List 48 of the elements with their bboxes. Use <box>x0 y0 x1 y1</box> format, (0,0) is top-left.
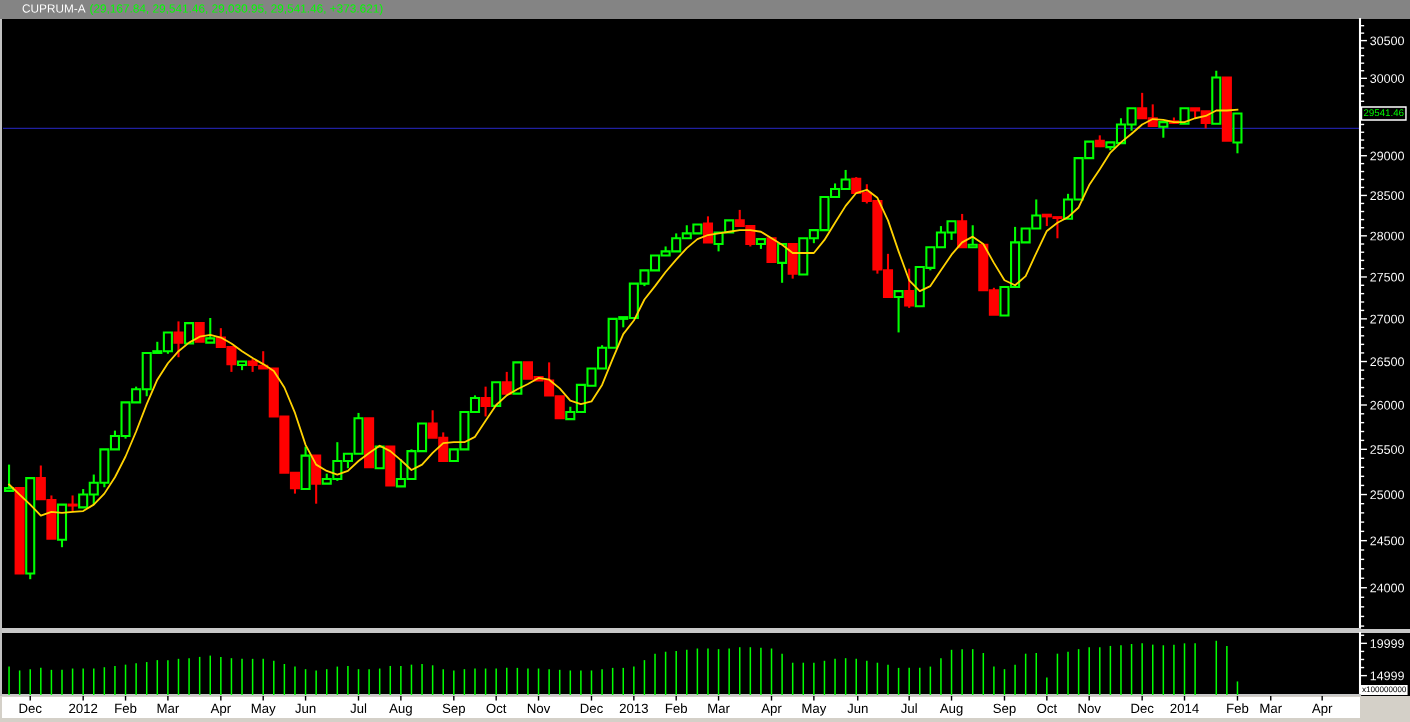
x-tick-label: Jun <box>847 703 868 714</box>
x-tick-label: May <box>251 703 276 716</box>
x-tick-label: Nov <box>1078 703 1101 714</box>
y-tick-label: 24000 <box>1370 583 1404 593</box>
x-tick-label: Dec <box>580 703 603 714</box>
y-tick-label: 27000 <box>1370 314 1404 324</box>
y-tick-label: 28000 <box>1370 231 1404 241</box>
y-axis-title: x100000000 <box>1362 686 1407 693</box>
x-tick-label: Aug <box>389 703 412 716</box>
y-tick-label: 14999 <box>1370 671 1404 681</box>
y-tick-label: 24500 <box>1370 536 1404 546</box>
y-tick-label: 26500 <box>1370 357 1404 367</box>
x-tick-label: Jul <box>900 703 917 714</box>
chart-title: CUPRUM-A <box>22 4 86 13</box>
x-tick-label: 2012 <box>69 703 98 714</box>
y-tick-label: 27500 <box>1370 272 1404 282</box>
x-tick-label: Feb <box>115 703 137 714</box>
x-tick-label: Oct <box>486 703 507 714</box>
x-tick-label: Sep <box>993 703 1016 716</box>
x-tick-label: May <box>802 703 827 716</box>
chart-subtitle: (29,167.84, 29,541.46, 29,030.95, 29,541.46, +373.621) <box>90 4 383 15</box>
x-tick-label: Apr <box>1311 703 1333 716</box>
x-tick-label: Dec <box>19 703 42 714</box>
x-tick-label: Jun <box>295 703 316 714</box>
x-tick-label: Mar <box>157 703 180 714</box>
x-tick-label: Sep <box>442 703 466 716</box>
y-tick-label: 26000 <box>1370 400 1404 410</box>
x-tick-label: Dec <box>1131 703 1154 714</box>
y-tick-label: 25500 <box>1370 445 1404 454</box>
x-tick-label: Aug <box>939 703 963 716</box>
y-tick-label: 30500 <box>1370 36 1404 46</box>
x-tick-label: Mar <box>708 703 730 714</box>
x-tick-label: Apr <box>761 703 782 716</box>
x-tick-label: Jul <box>350 703 367 714</box>
x-tick-label: Feb <box>665 703 688 714</box>
y-tick-label: 28500 <box>1370 191 1404 201</box>
x-tick-label: 2014 <box>1170 703 1199 714</box>
x-tick-label: Apr <box>210 703 231 716</box>
y-tick-label: 29000 <box>1370 151 1404 161</box>
x-tick-label: Nov <box>527 703 551 714</box>
y-tick-label: 30000 <box>1370 74 1404 83</box>
x-tick-label: Feb <box>1227 703 1249 714</box>
text: 29541.46 <box>1363 109 1404 117</box>
y-tick-label: 19999 <box>1370 639 1404 648</box>
x-tick-label: 2013 <box>619 703 648 714</box>
x-tick-label: Mar <box>1260 703 1282 714</box>
y-tick-label: 25000 <box>1370 490 1404 500</box>
x-tick-label: Oct <box>1037 703 1058 714</box>
